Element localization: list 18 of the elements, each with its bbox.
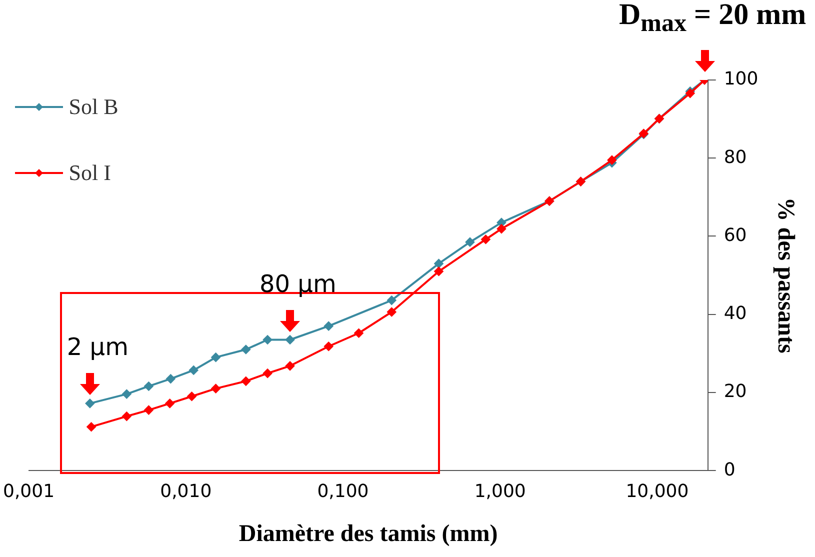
annotation: 80 µm [260,270,336,298]
y-tick-label: 40 [724,303,747,324]
y-tick-label: 80 [724,146,747,168]
x-tick-label: 0,010 [160,481,212,502]
y-tick-label: 0 [724,459,736,480]
x-axis-title: Diamètre des tamis (mm) [238,520,498,547]
x-tick-label: 0,100 [317,481,369,502]
y-tick-label: 20 [724,381,747,402]
legend-label: Sol B [68,94,118,120]
x-tick-label: 0,001 [3,481,55,502]
annotation: D$_{max}$ = 20 mm [619,0,806,38]
legend-label: Sol I [68,160,111,186]
x-tick-label: 1,000 [474,481,526,502]
y-axis-title: % des passants [772,197,798,354]
y-tick-label: 60 [724,224,747,246]
annotation: 2 µm [66,333,128,362]
y-tick-label: 100 [724,68,758,90]
x-tick-label: 10,000 [626,481,689,502]
